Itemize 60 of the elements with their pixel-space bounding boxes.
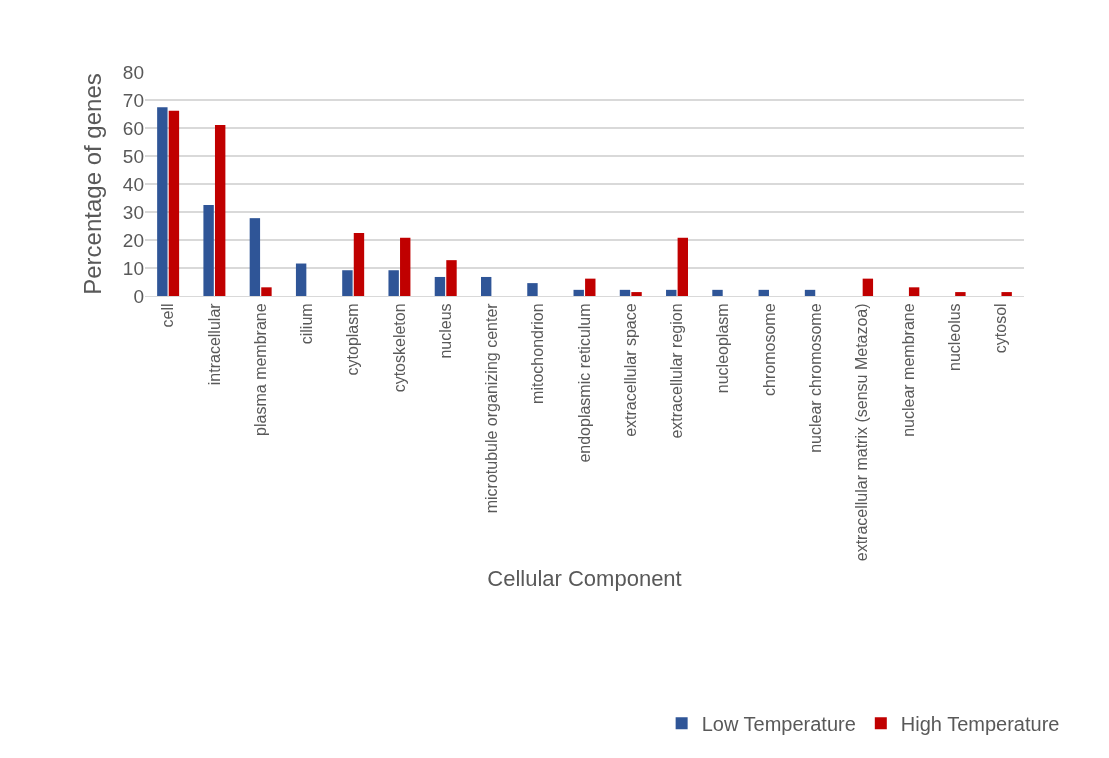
bar	[480, 276, 492, 296]
bar	[342, 270, 353, 296]
bar	[295, 263, 307, 296]
bar	[631, 292, 642, 296]
bar	[527, 283, 538, 296]
bar	[261, 287, 272, 296]
x-tick-label: cilium	[298, 303, 316, 345]
bar	[619, 289, 631, 296]
bar	[862, 278, 874, 296]
x-tick-label: chromosome	[760, 303, 778, 396]
bar	[573, 289, 584, 296]
y-axis-title: Percentage of genes	[78, 73, 106, 295]
y-tick-label: 50	[122, 145, 144, 167]
x-tick-label: intracellular	[205, 302, 223, 386]
bar	[434, 276, 446, 296]
legend-label: High Temperature	[900, 713, 1060, 736]
bar	[666, 289, 677, 296]
bar	[712, 289, 723, 296]
x-tick-label: microtubule organizing center	[483, 302, 501, 514]
y-tick-label: 10	[122, 257, 144, 279]
x-tick-label: nuclear chromosome	[807, 303, 825, 453]
bar	[804, 289, 816, 296]
x-tick-label: nucleus	[436, 303, 454, 359]
bar	[203, 205, 214, 296]
x-tick-label: nucleolus	[945, 303, 963, 372]
bar	[585, 278, 596, 296]
y-tick-label: 20	[122, 229, 144, 251]
legend-label: Low Temperature	[701, 713, 856, 736]
x-tick-label: endoplasmic reticulum	[575, 303, 593, 463]
bar	[214, 124, 226, 296]
x-tick-label: cytoplasm	[344, 303, 362, 376]
x-tick-label: plasma membrane	[251, 303, 269, 436]
x-tick-label: cell	[159, 303, 177, 328]
y-tick-label: 70	[122, 89, 144, 111]
bar	[955, 292, 966, 296]
bar	[400, 237, 411, 296]
x-tick-label: nuclear membrane	[899, 303, 917, 437]
x-tick-label: cytosol	[992, 303, 1010, 354]
bar	[758, 289, 769, 296]
bar	[157, 107, 168, 296]
x-tick-label: nucleoplasm	[714, 303, 732, 394]
y-tick-label: 0	[133, 285, 144, 307]
y-tick-label: 40	[122, 173, 144, 195]
bar	[168, 110, 180, 296]
y-tick-label: 60	[122, 117, 144, 139]
bar	[388, 270, 399, 296]
bar	[249, 218, 261, 296]
bar	[908, 287, 920, 296]
x-axis-title: Cellular Component	[487, 566, 682, 592]
y-tick-label: 30	[122, 201, 144, 223]
y-tick-label: 80	[122, 61, 144, 83]
bar	[353, 233, 365, 296]
bar	[677, 237, 689, 296]
bar	[1001, 292, 1012, 296]
x-tick-label: cytoskeleton	[390, 303, 408, 393]
x-tick-label: extracellular matrix (sensu Metazoa)	[853, 303, 871, 562]
x-tick-label: mitochondrion	[529, 303, 547, 404]
x-tick-label: extracellular space	[621, 303, 639, 437]
bar	[446, 260, 457, 296]
x-tick-label: extracellular region	[668, 303, 686, 439]
